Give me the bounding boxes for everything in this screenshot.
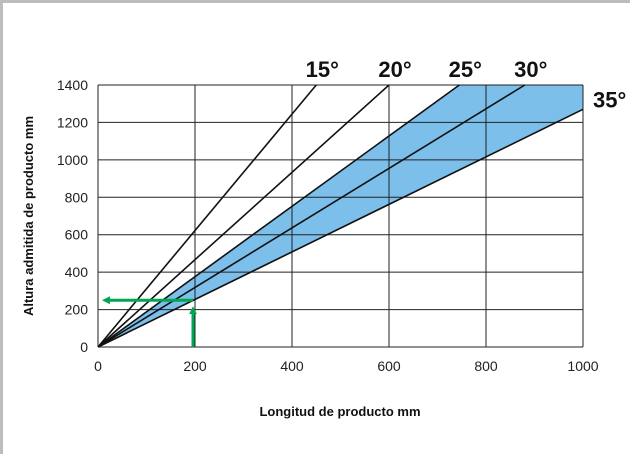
series-line: [97, 84, 526, 348]
example-arrow-layer: [102, 296, 197, 347]
series-label: 30°: [514, 57, 547, 82]
y-tick-label: 0: [80, 339, 88, 355]
x-tick-label: 0: [94, 358, 102, 374]
series-line: [97, 108, 584, 348]
series-line: [97, 84, 390, 348]
series-label: 20°: [378, 57, 411, 82]
series-line: [97, 84, 317, 348]
y-tick-label: 1200: [57, 114, 88, 130]
y-tick-label: 1400: [57, 77, 88, 93]
x-axis-title: Longitud de producto mm: [259, 404, 420, 419]
y-tick-label: 400: [65, 264, 89, 280]
series-layer: [97, 84, 584, 348]
shaded-band-layer: [98, 85, 583, 347]
series-label-layer: 15° 20° 25° 30° 35°: [306, 57, 627, 112]
series-label: 25°: [449, 57, 482, 82]
x-tick-label: 400: [280, 358, 304, 374]
x-tick-label: 1000: [567, 358, 598, 374]
y-tick-label: 1000: [57, 152, 88, 168]
grid-layer: [97, 84, 584, 348]
series-line: [97, 84, 460, 348]
y-tick-label: 600: [65, 227, 89, 243]
series-label: 35°: [593, 87, 626, 112]
series-label: 15°: [306, 57, 339, 82]
x-tick-label: 600: [377, 358, 401, 374]
y-tick-label: 200: [65, 302, 89, 318]
tick-layer: 0 200 400 600 800 1000 0 200 400 600 800 1000 1200 14…: [57, 77, 599, 374]
x-tick-label: 800: [474, 358, 498, 374]
shaded-band: [98, 85, 583, 347]
y-tick-label: 800: [65, 189, 89, 205]
x-tick-label: 200: [183, 358, 207, 374]
y-axis-title: Altura admitida de producto mm: [21, 116, 36, 316]
